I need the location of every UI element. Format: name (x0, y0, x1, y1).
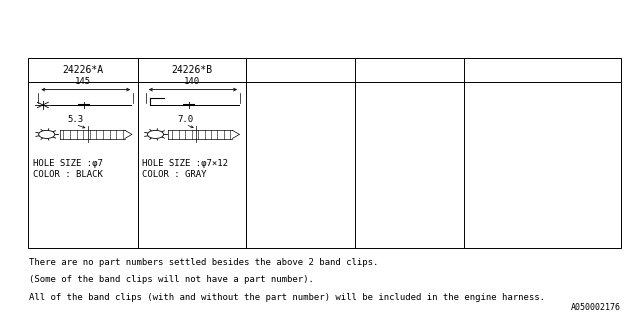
Text: (Some of the band clips will not have a part number).: (Some of the band clips will not have a … (29, 275, 314, 284)
Text: 24226*B: 24226*B (172, 65, 212, 75)
Text: 140: 140 (184, 77, 200, 86)
Text: 24226*A: 24226*A (62, 65, 103, 75)
Circle shape (147, 130, 164, 139)
Text: COLOR : BLACK: COLOR : BLACK (33, 170, 103, 179)
Circle shape (38, 130, 55, 139)
Text: There are no part numbers settled besides the above 2 band clips.: There are no part numbers settled beside… (29, 258, 378, 267)
Bar (28, 58, 621, 248)
Text: 5.3: 5.3 (67, 115, 84, 124)
Text: A050002176: A050002176 (571, 303, 621, 312)
Text: All of the band clips (with and without the part number) will be included in the: All of the band clips (with and without … (29, 293, 545, 302)
Text: 7.0: 7.0 (177, 115, 194, 124)
Text: HOLE SIZE :φ7: HOLE SIZE :φ7 (33, 159, 103, 168)
Text: COLOR : GRAY: COLOR : GRAY (142, 170, 207, 179)
Text: 145: 145 (75, 77, 92, 86)
Text: HOLE SIZE :φ7×12: HOLE SIZE :φ7×12 (142, 159, 228, 168)
